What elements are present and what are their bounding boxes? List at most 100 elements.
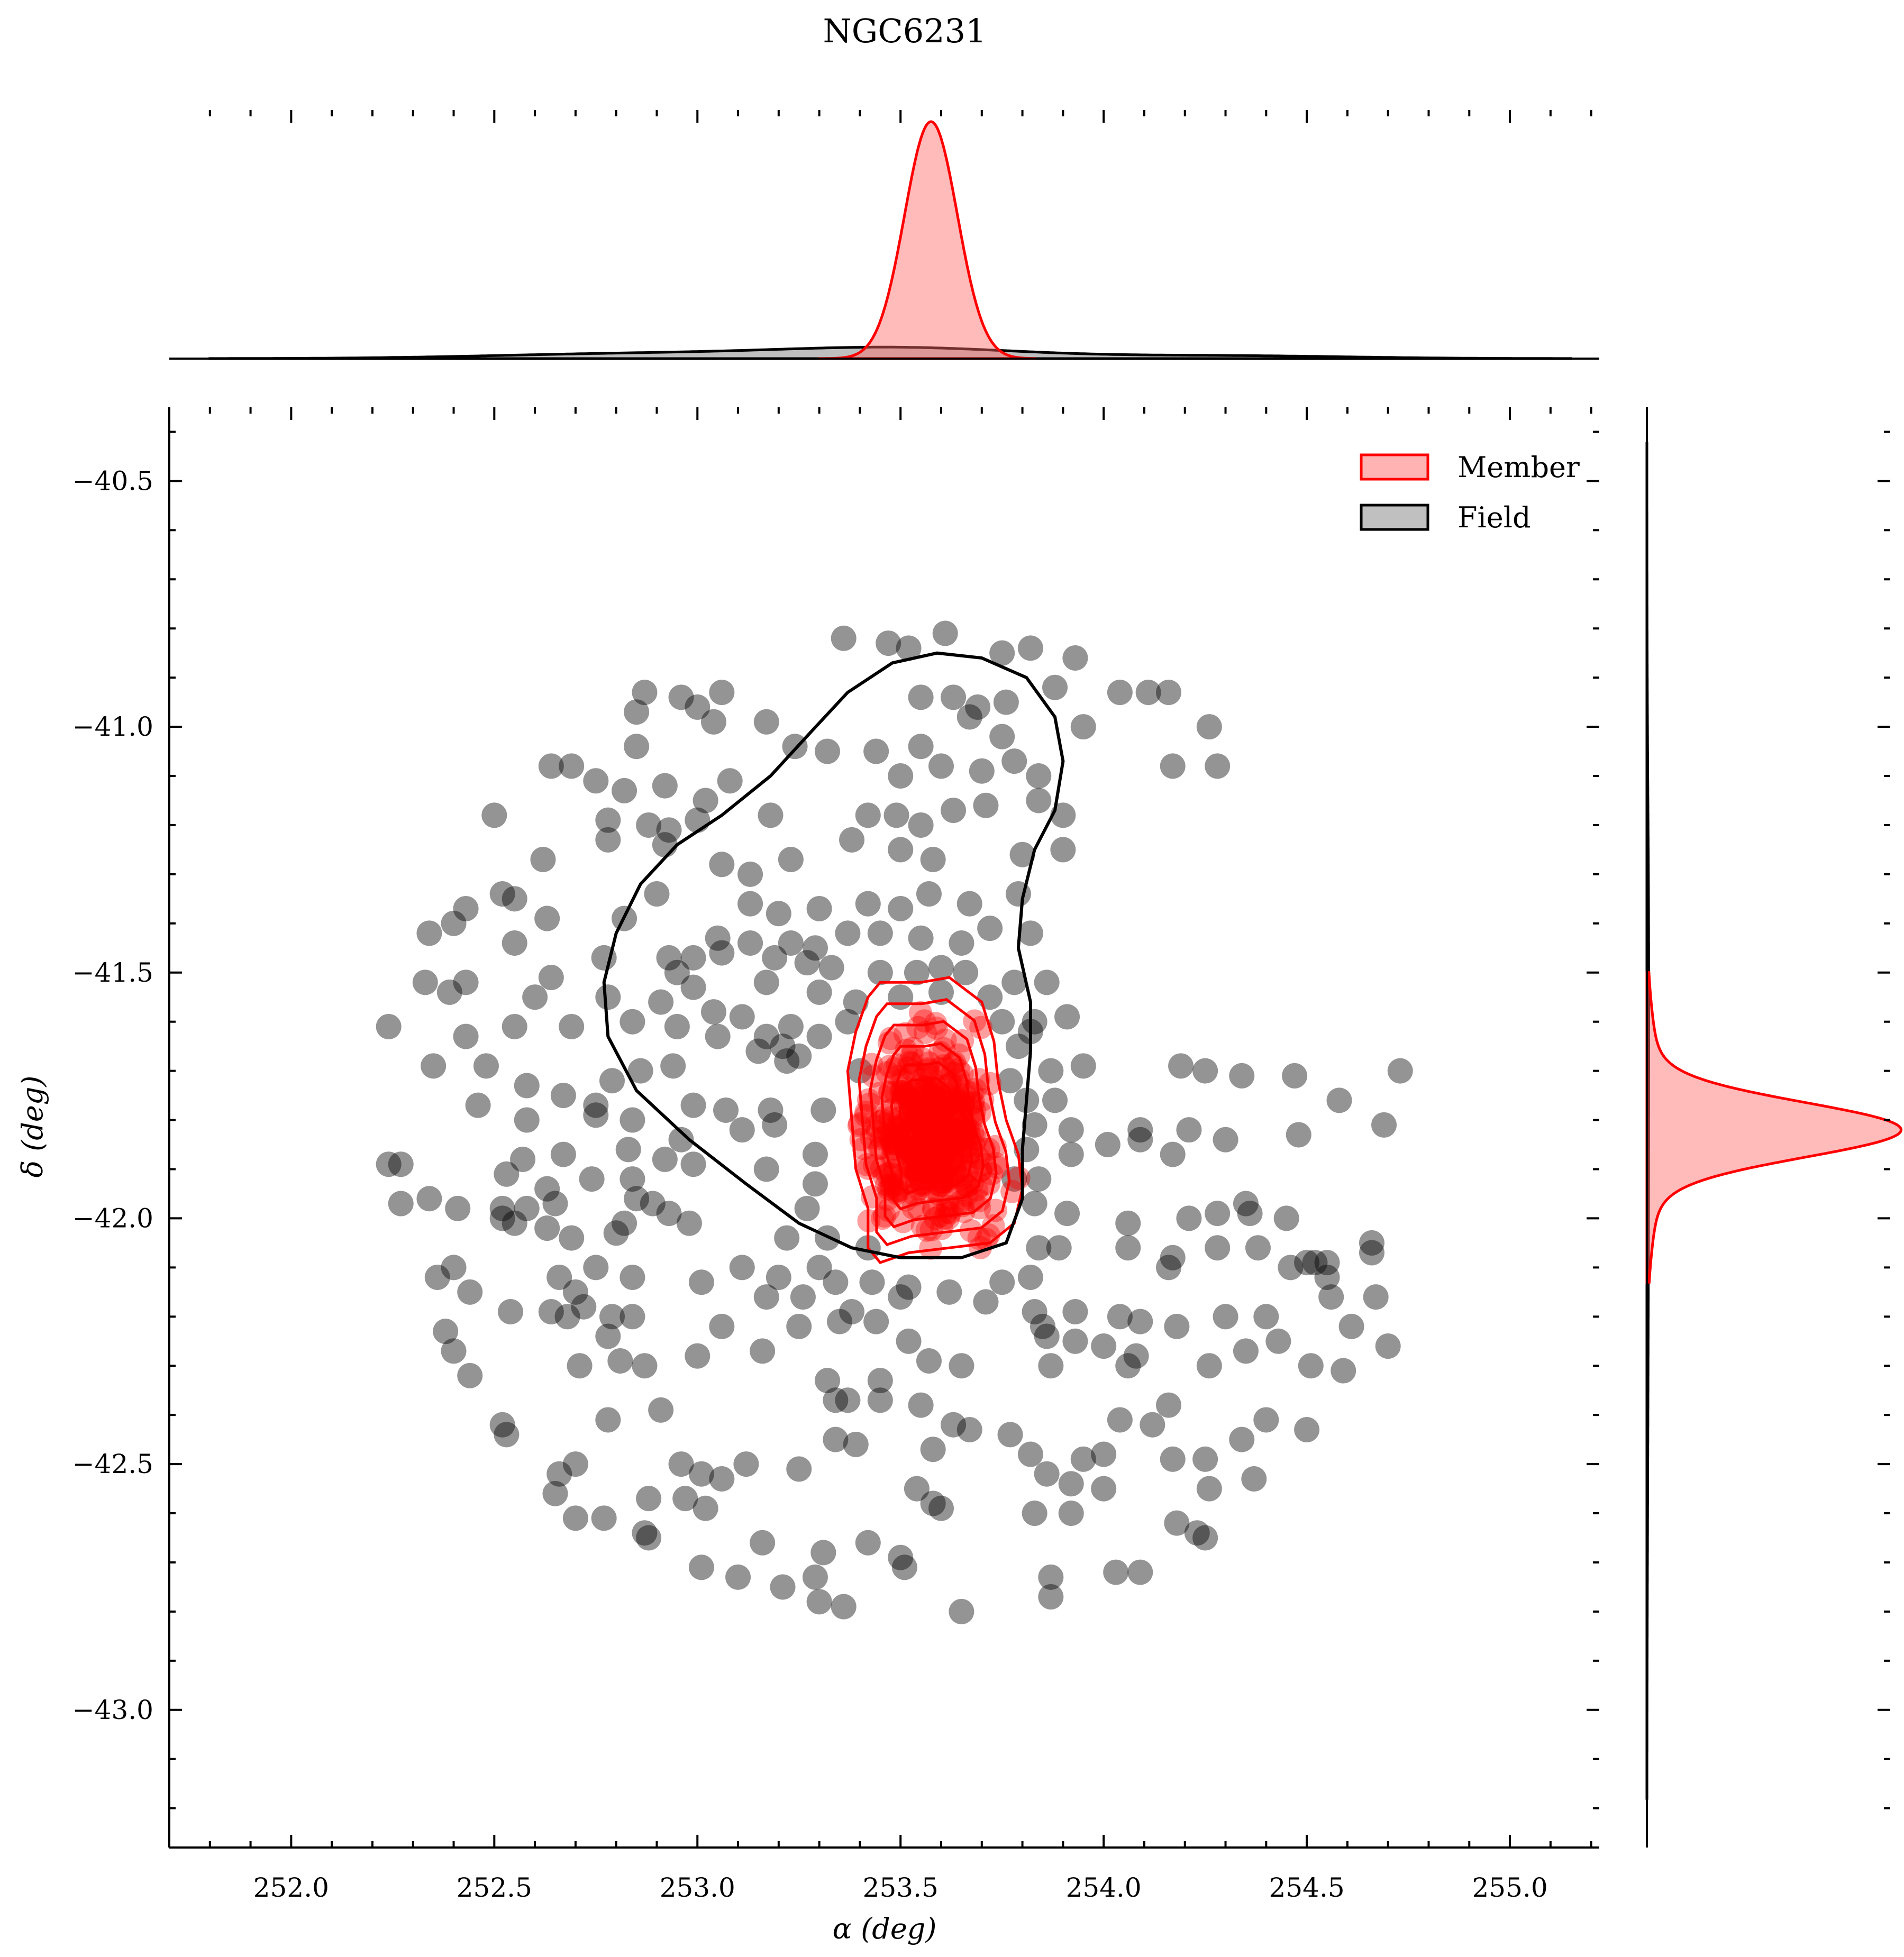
field-point	[522, 984, 548, 1010]
field-point	[814, 1368, 840, 1394]
legend-swatch-member	[1360, 453, 1429, 481]
field-point	[810, 1540, 836, 1566]
field-point	[1196, 1476, 1222, 1502]
field-point	[1213, 1127, 1238, 1153]
member-point	[943, 1050, 967, 1074]
field-point	[685, 694, 710, 720]
member-contour-line	[917, 1114, 942, 1152]
field-point	[688, 1461, 714, 1487]
field-point	[888, 984, 914, 1010]
member-point	[946, 1073, 970, 1097]
field-point	[441, 1255, 467, 1281]
field-point	[1253, 1304, 1279, 1330]
member-point	[896, 1056, 920, 1080]
member-point	[910, 1115, 934, 1139]
member-point	[981, 1214, 1005, 1238]
field-point	[1058, 1501, 1084, 1526]
member-point	[913, 1009, 936, 1033]
field-point	[546, 1461, 572, 1487]
field-point	[753, 709, 779, 735]
member-point	[891, 1210, 915, 1233]
field-point	[688, 1269, 714, 1295]
field-point	[416, 1186, 442, 1212]
field-point	[997, 1422, 1023, 1448]
field-point	[993, 689, 1019, 715]
member-point	[898, 1117, 922, 1141]
field-point	[550, 1083, 576, 1109]
member-point	[926, 1107, 950, 1131]
field-point	[1253, 1407, 1279, 1433]
field-point	[888, 763, 914, 789]
field-point	[1046, 1235, 1072, 1261]
field-point	[388, 1151, 414, 1177]
field-point	[579, 1166, 605, 1192]
field-point	[916, 1348, 942, 1374]
member-point	[967, 1068, 991, 1092]
field-point	[424, 1264, 450, 1290]
field-point	[632, 1353, 658, 1379]
member-point	[893, 1136, 917, 1159]
field-point	[656, 945, 682, 971]
field-point	[1273, 1205, 1299, 1231]
field-point	[1070, 1053, 1096, 1079]
member-point	[886, 1179, 909, 1203]
field-point	[453, 1023, 479, 1049]
field-point	[534, 1215, 560, 1241]
main-plot-area	[376, 620, 1413, 1624]
field-point	[591, 1505, 617, 1531]
field-point	[648, 1397, 674, 1423]
member-contour-line	[923, 1123, 936, 1144]
field-point	[888, 1544, 914, 1570]
field-point	[494, 1422, 520, 1448]
field-point	[1160, 1245, 1186, 1270]
x-tick-label: 253.5	[863, 1872, 939, 1903]
member-point	[914, 1021, 937, 1045]
field-point	[729, 1004, 755, 1030]
field-point	[778, 847, 804, 873]
field-point	[891, 1554, 917, 1580]
field-point	[473, 1053, 499, 1079]
field-point	[453, 895, 479, 921]
field-point	[612, 778, 637, 803]
field-point	[786, 1043, 812, 1069]
field-point	[750, 1530, 776, 1556]
field-point	[823, 1387, 849, 1413]
field-point	[595, 1407, 621, 1433]
field-point	[709, 852, 735, 877]
field-point	[664, 959, 690, 985]
field-point	[1115, 1353, 1141, 1379]
field-point	[835, 1387, 861, 1413]
field-point	[481, 802, 507, 828]
field-point	[1091, 1441, 1117, 1467]
field-point	[612, 1210, 637, 1236]
field-point	[823, 1426, 849, 1452]
field-point	[685, 807, 710, 833]
field-point	[1205, 753, 1231, 779]
field-point	[1229, 1426, 1255, 1452]
member-point	[908, 1001, 932, 1025]
member-point	[900, 1044, 924, 1068]
field-point	[1022, 1009, 1047, 1035]
field-point	[595, 1323, 621, 1349]
field-point	[973, 1289, 999, 1315]
field-point	[1156, 1255, 1182, 1281]
field-point	[928, 1495, 954, 1521]
field-point	[636, 1525, 662, 1551]
field-point	[823, 1269, 849, 1295]
member-point	[904, 1144, 927, 1168]
field-point	[412, 970, 438, 995]
member-point	[925, 1173, 949, 1196]
x-tick-label: 255.0	[1472, 1872, 1547, 1903]
field-point	[583, 1102, 609, 1128]
field-point	[514, 1195, 540, 1221]
field-point	[1009, 842, 1035, 867]
field-point	[1001, 748, 1027, 774]
field-point	[1192, 1525, 1218, 1551]
member-point	[904, 1166, 928, 1190]
field-point	[863, 738, 889, 764]
field-point	[1241, 1466, 1267, 1492]
field-point	[514, 1073, 540, 1099]
member-point	[900, 1051, 924, 1075]
main-axis-ticks	[169, 407, 1599, 1848]
member-point	[863, 1114, 887, 1138]
